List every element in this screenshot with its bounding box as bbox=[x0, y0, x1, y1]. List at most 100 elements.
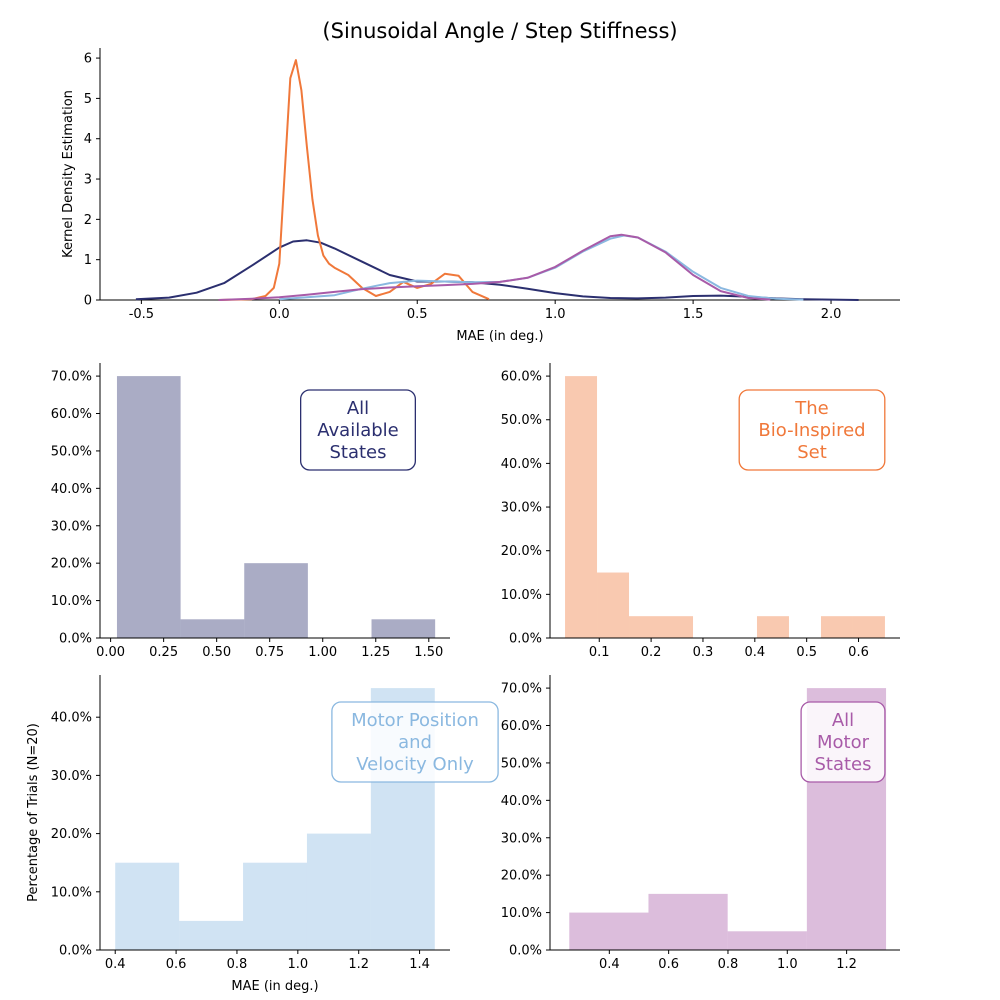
y-tick-label: 30.0% bbox=[51, 519, 92, 534]
histogram-bar bbox=[371, 619, 436, 638]
kde-line-bio_inspired bbox=[218, 59, 490, 301]
series-label-text: Set bbox=[797, 442, 827, 463]
x-tick-label: 0.8 bbox=[227, 957, 248, 972]
kde-y-axis-label: Kernel Density Estimation bbox=[61, 90, 76, 258]
x-tick-label: 1.00 bbox=[308, 645, 337, 660]
y-tick-label: 3 bbox=[84, 173, 92, 188]
y-tick-label: 30.0% bbox=[501, 501, 542, 516]
y-tick-label: 70.0% bbox=[51, 370, 92, 385]
x-tick-label: 1.0 bbox=[777, 957, 798, 972]
x-tick-label: 0.5 bbox=[796, 645, 817, 660]
y-tick-label: 0 bbox=[84, 294, 92, 309]
x-tick-label: 0.4 bbox=[599, 957, 620, 972]
histogram-bar bbox=[661, 616, 694, 638]
series-label-text: Velocity Only bbox=[356, 754, 474, 775]
histogram-bar bbox=[820, 616, 853, 638]
y-tick-label: 70.0% bbox=[501, 682, 542, 697]
y-axis-label: Percentage of Trials (N=20) bbox=[26, 723, 41, 902]
x-tick-label: -0.5 bbox=[129, 307, 154, 322]
histogram-bar bbox=[115, 862, 180, 950]
series-label-text: The bbox=[794, 398, 828, 419]
histogram-bar bbox=[565, 376, 598, 638]
y-tick-label: 50.0% bbox=[501, 413, 542, 428]
y-tick-label: 40.0% bbox=[501, 794, 542, 809]
histogram-all-available-states: 0.00 0.25 0.50 0.75 1.00 1.25 1.50 0.0% 10.0% 20.… bbox=[51, 363, 450, 660]
y-tick-label: 30.0% bbox=[51, 769, 92, 784]
y-tick-label: 60.0% bbox=[51, 407, 92, 422]
y-tick-label: 1 bbox=[84, 253, 92, 268]
y-tick-label: 20.0% bbox=[51, 557, 92, 572]
x-tick-label: 1.0 bbox=[287, 957, 308, 972]
kde-x-axis-label: MAE (in deg.) bbox=[456, 329, 543, 344]
x-tick-label: 0.1 bbox=[589, 645, 610, 660]
y-tick-label: 60.0% bbox=[501, 370, 542, 385]
histogram-bar bbox=[852, 616, 885, 638]
series-label-text: States bbox=[814, 754, 871, 775]
x-tick-label: 0.75 bbox=[255, 645, 284, 660]
histogram-bar bbox=[648, 893, 728, 950]
x-tick-label: 1.4 bbox=[409, 957, 430, 972]
y-tick-label: 50.0% bbox=[51, 444, 92, 459]
y-tick-label: 10.0% bbox=[501, 588, 542, 603]
histogram-bar bbox=[116, 376, 181, 638]
series-label-box bbox=[331, 701, 499, 783]
x-tick-label: 0.0 bbox=[269, 307, 290, 322]
y-tick-label: 10.0% bbox=[501, 906, 542, 921]
histogram-bar bbox=[179, 920, 244, 950]
y-tick-label: 20.0% bbox=[501, 869, 542, 884]
kde-panel: -0.5 0.0 0.5 1.0 1.5 2.0 0 1 2 3 4 5 6 MAE (in deg.) K… bbox=[61, 48, 900, 344]
kde-line-all_states bbox=[135, 239, 859, 301]
y-tick-label: 0.0% bbox=[509, 944, 542, 959]
x-tick-label: 0.00 bbox=[96, 645, 125, 660]
series-label-text: and bbox=[398, 732, 432, 753]
series-label-text: All bbox=[347, 398, 369, 419]
x-tick-label: 1.25 bbox=[361, 645, 390, 660]
y-tick-label: 20.0% bbox=[51, 827, 92, 842]
histogram-bar bbox=[569, 912, 649, 950]
y-tick-label: 40.0% bbox=[51, 482, 92, 497]
y-tick-label: 50.0% bbox=[501, 756, 542, 771]
x-tick-label: 0.4 bbox=[744, 645, 765, 660]
x-tick-label: 0.50 bbox=[202, 645, 231, 660]
x-axis-label: MAE (in deg.) bbox=[231, 979, 318, 994]
x-tick-label: 1.5 bbox=[683, 307, 704, 322]
histogram-bar bbox=[306, 833, 371, 950]
x-tick-label: 0.5 bbox=[407, 307, 428, 322]
histogram-bar bbox=[180, 619, 245, 638]
x-tick-label: 1.2 bbox=[348, 957, 369, 972]
y-tick-label: 2 bbox=[84, 213, 92, 228]
y-tick-label: 20.0% bbox=[501, 544, 542, 559]
y-tick-label: 30.0% bbox=[501, 831, 542, 846]
x-tick-label: 0.4 bbox=[105, 957, 126, 972]
x-tick-label: 0.3 bbox=[693, 645, 714, 660]
histogram-bar bbox=[597, 572, 630, 638]
x-tick-label: 0.25 bbox=[149, 645, 178, 660]
x-tick-label: 0.6 bbox=[848, 645, 869, 660]
y-tick-label: 40.0% bbox=[501, 457, 542, 472]
histogram-bar bbox=[243, 862, 307, 950]
kde-line-all_motor bbox=[218, 233, 771, 301]
y-tick-label: 10.0% bbox=[51, 885, 92, 900]
histogram-motor-position-velocity: 0.4 0.6 0.8 1.0 1.2 1.4 0.0% 10.0% 20.0% 30.0% 40.… bbox=[26, 675, 499, 994]
series-label-text: Bio-Inspired bbox=[758, 420, 865, 441]
histogram-bar bbox=[244, 563, 308, 638]
x-tick-label: 0.8 bbox=[718, 957, 739, 972]
histogram-all-motor-states: 0.4 0.6 0.8 1.0 1.2 0.0% 10.0% 20.0% 30.0% 40.0% 5… bbox=[501, 675, 900, 972]
x-tick-label: 0.2 bbox=[641, 645, 662, 660]
series-label-text: Motor bbox=[817, 732, 870, 753]
series-label-text: Available bbox=[317, 420, 398, 441]
series-label-box bbox=[800, 701, 886, 783]
y-tick-label: 4 bbox=[84, 132, 92, 147]
y-tick-label: 5 bbox=[84, 92, 92, 107]
x-tick-label: 1.0 bbox=[545, 307, 566, 322]
histogram-bio-inspired-set: 0.1 0.2 0.3 0.4 0.5 0.6 0.0% 10.0% 20.0% 30.0% 40.… bbox=[501, 363, 900, 660]
x-tick-label: 0.6 bbox=[166, 957, 187, 972]
series-label-box bbox=[299, 389, 416, 471]
y-tick-label: 10.0% bbox=[51, 594, 92, 609]
y-tick-label: 40.0% bbox=[51, 711, 92, 726]
y-tick-label: 0.0% bbox=[59, 632, 92, 647]
x-tick-label: 1.2 bbox=[836, 957, 857, 972]
series-label-text: All bbox=[832, 710, 854, 731]
x-tick-label: 0.6 bbox=[658, 957, 679, 972]
